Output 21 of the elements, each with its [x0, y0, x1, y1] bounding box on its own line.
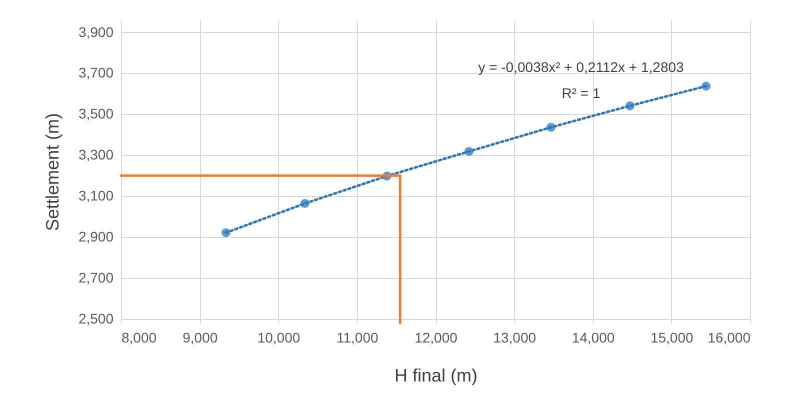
y-tick-label: 2,500 — [78, 310, 114, 326]
x-tick-label: 16,000 — [708, 330, 751, 346]
y-tick-label: 3,500 — [78, 106, 114, 122]
y-axis-title: Settlement (m) — [42, 112, 62, 232]
y-tick-label: 3,900 — [78, 24, 114, 40]
x-tick-label: 11,000 — [336, 330, 378, 346]
y-tick-label: 2,700 — [78, 269, 114, 286]
y-tick-label: 2,900 — [78, 228, 114, 245]
annotation: R² = 1 — [562, 85, 600, 101]
x-tick-label: 15,000 — [650, 330, 694, 346]
x-axis-title: H final (m) — [394, 366, 478, 386]
y-tick-label: 3,300 — [78, 146, 114, 163]
annotation: y = -0,0038x² + 0,2112x + 1,2803 — [478, 59, 684, 75]
x-tick-label: 10,000 — [257, 330, 300, 346]
x-tick-label: 9,000 — [182, 330, 218, 346]
x-tick-label: 13,000 — [493, 330, 536, 346]
y-tick-label: 3,700 — [78, 64, 114, 81]
y-tick-label: 3,100 — [78, 188, 114, 204]
x-tick-label: 14,000 — [572, 330, 615, 346]
x-tick-label: 8,000 — [122, 330, 157, 346]
x-tick-label: 12,000 — [414, 330, 458, 346]
